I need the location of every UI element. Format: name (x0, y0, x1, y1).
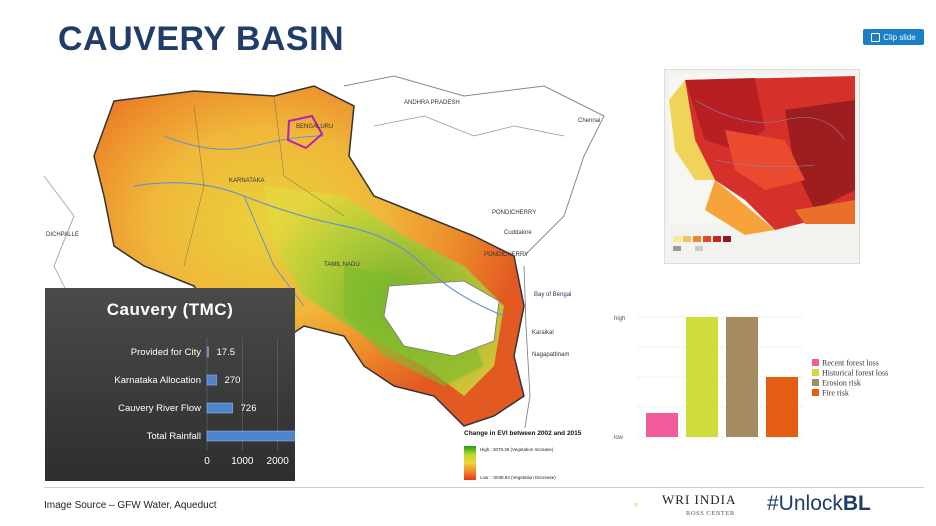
wri-logo-icon (633, 502, 638, 507)
map-label-nagapattinam: Nagapattinam (532, 352, 570, 358)
bar (206, 402, 233, 414)
risk-inset-map (664, 69, 860, 264)
legend-swatch (812, 389, 819, 396)
clip-slide-button[interactable]: Clip slide (863, 29, 924, 45)
map-label-andhra: ANDHRA PRADESH (404, 100, 460, 106)
evi-low-label: Low : -3038.83 (Vegetation Decrease) (480, 475, 556, 480)
category-label: Cauvery River Flow (118, 403, 201, 414)
x-tick-label: 1000 (231, 456, 254, 467)
risk-inset-graphic (669, 74, 855, 251)
map-label-pondicherry-1: PONDICHERRY (492, 210, 537, 216)
evi-high-label: High : 3079.38 (Vegetation Increase) (480, 447, 554, 452)
evi-legend-title: Change in EVI between 2002 and 2015 (464, 430, 582, 437)
map-label-cuddalore: Cuddalore (504, 230, 532, 236)
image-source: Image Source – GFW Water, Aqueduct (44, 500, 217, 511)
legend-swatch (812, 359, 819, 366)
bar (206, 430, 295, 442)
legend-swatch (812, 379, 819, 386)
unlockbl-hashtag: #UnlockBL (767, 492, 871, 516)
x-tick-label: 2000 (267, 456, 290, 467)
evi-gradient (464, 446, 476, 480)
legend-label: Fire risk (822, 389, 849, 398)
cauvery-tmc-plot: 0100020003000Provided for City17.5Karnat… (114, 338, 295, 467)
clip-icon (871, 32, 881, 42)
map-label-bay: Bay of Bengal (534, 292, 572, 298)
legend-label: Erosion risk (822, 379, 861, 388)
slide-title: CAUVERY BASIN (58, 20, 345, 58)
chart-title: Cauvery (TMC) (106, 300, 234, 319)
hashtag-prefix: #Unlock (767, 492, 843, 515)
data-label: 270 (225, 375, 241, 386)
data-label: 726 (241, 403, 257, 414)
map-label-tamilnadu: TAMIL NADU (324, 262, 360, 268)
map-label-chennai: Chennai (578, 118, 601, 124)
category-label: Karnataka Allocation (114, 375, 201, 386)
x-tick-label: 0 (204, 456, 210, 467)
map-label-pondicherry-2: PONDICHERRY (484, 252, 529, 258)
inset-legend-swatches (673, 236, 731, 251)
map-label-karnataka: KARNATAKA (229, 178, 265, 184)
evi-legend: Change in EVI between 2002 and 2015 High… (462, 428, 612, 488)
clip-slide-label: Clip slide (883, 32, 916, 42)
category-label: Provided for City (131, 347, 201, 358)
legend-label: Historical forest loss (822, 369, 888, 378)
category-label: Total Rainfall (147, 431, 201, 442)
legend-swatch (812, 369, 819, 376)
ross-center-wordmark: ROSS CENTER (686, 510, 735, 517)
map-label-bengaluru: BENGALURU (296, 124, 334, 130)
legend-label: Recent forest loss (822, 359, 879, 368)
bar (206, 374, 217, 386)
risk-chart: high low Recent forest loss Historical fore… (612, 305, 922, 455)
data-label: 17.5 (217, 347, 236, 358)
map-label-karaikal: Karaikal (532, 330, 554, 336)
bar-historical-forest-loss (686, 317, 718, 437)
bar (206, 346, 209, 358)
hashtag-bold: BL (842, 492, 871, 515)
cauvery-tmc-chart: Cauvery (TMC) 0100020003000Provided for … (45, 288, 295, 481)
y-tick-high: high (614, 316, 625, 322)
footer-divider (44, 487, 924, 488)
map-label-dichpalle: DICHPALLE (46, 232, 79, 238)
bar-fire-risk (766, 377, 798, 437)
wri-india-wordmark: WRI INDIA (662, 492, 737, 507)
y-tick-low: low (614, 435, 624, 441)
bar-erosion-risk (726, 317, 758, 437)
bar-recent-forest-loss (646, 413, 678, 437)
